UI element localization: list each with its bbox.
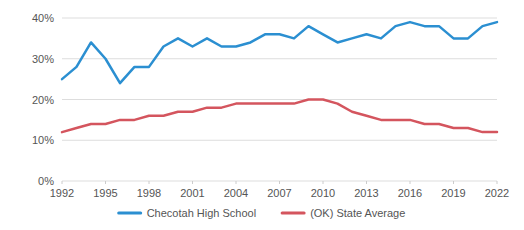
x-tick — [323, 181, 324, 184]
x-tick-label: 2019 — [441, 187, 465, 199]
x-tick — [279, 181, 280, 184]
grid-line — [62, 99, 497, 100]
x-tick-label: 2010 — [311, 187, 335, 199]
y-tick-label: 40% — [32, 12, 54, 24]
y-tick-label: 30% — [32, 53, 54, 65]
x-tick — [410, 181, 411, 184]
series-line — [62, 100, 497, 133]
legend-swatch — [282, 212, 304, 215]
x-tick-label: 1992 — [50, 187, 74, 199]
x-tick — [62, 181, 63, 184]
x-tick-label: 2004 — [224, 187, 248, 199]
y-tick-label: 10% — [32, 134, 54, 146]
x-tick-label: 1998 — [137, 187, 161, 199]
legend-label: (OK) State Average — [310, 207, 405, 219]
x-tick-label: 2007 — [267, 187, 291, 199]
x-tick-label: 2022 — [485, 187, 509, 199]
x-tick-label: 1995 — [93, 187, 117, 199]
grid-line — [62, 140, 497, 141]
x-tick — [366, 181, 367, 184]
x-tick — [149, 181, 150, 184]
plot-area — [62, 22, 497, 132]
grid-line — [62, 18, 497, 19]
legend-swatch — [119, 212, 141, 215]
x-tick-label: 2013 — [354, 187, 378, 199]
y-tick-label: 20% — [32, 94, 54, 106]
x-tick — [236, 181, 237, 184]
x-tick-label: 2016 — [398, 187, 422, 199]
legend-label: Checotah High School — [147, 207, 256, 219]
x-tick — [497, 181, 498, 184]
x-tick — [192, 181, 193, 184]
legend: Checotah High School (OK) State Average — [119, 207, 406, 219]
x-tick — [453, 181, 454, 184]
x-tick — [105, 181, 106, 184]
y-tick-label: 0% — [38, 175, 54, 187]
grid-line — [62, 58, 497, 59]
x-tick-label: 2001 — [180, 187, 204, 199]
series-line — [62, 22, 497, 83]
chart: 0% 10% 20% 30% 40% 1992 1995 1998 2001 2004 2007 20… — [0, 0, 524, 230]
